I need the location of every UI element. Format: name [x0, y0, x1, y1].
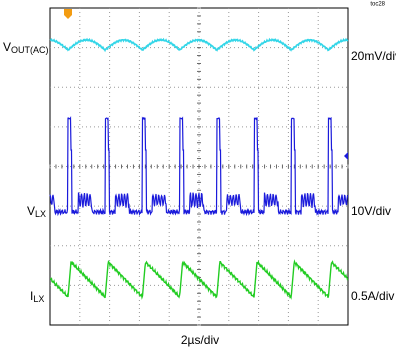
trace-label: VOUT(AC): [3, 40, 49, 55]
vlx-trace: [49, 116, 349, 217]
trigger-marker: [64, 9, 72, 19]
trace-label: VLX: [27, 204, 46, 219]
figure-tag: toc28: [370, 2, 385, 8]
trace-scale: 10V/div: [351, 204, 391, 218]
waveforms: [49, 37, 349, 300]
vout-trace: [49, 37, 349, 53]
time-scale: 2µs/div: [181, 333, 219, 347]
trace-scale: 0.5A/div: [351, 289, 394, 303]
graticule: [49, 7, 349, 326]
ilx-trace: [50, 259, 349, 300]
level-marker: [344, 152, 348, 160]
trace-scale: 20mV/div: [351, 49, 396, 63]
trace-label: ILX: [30, 289, 44, 304]
